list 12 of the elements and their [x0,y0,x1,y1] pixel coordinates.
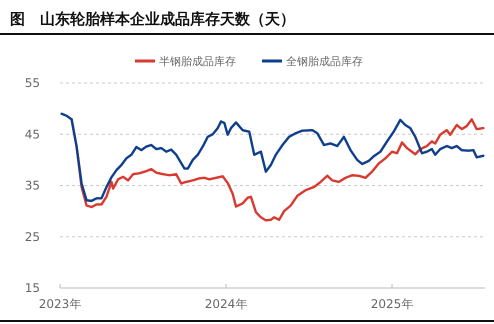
y-tick-label: 15 [24,281,40,295]
x-tick-label: 2024年 [204,297,248,311]
chart-title: 图 山东轮胎样本企业成品库存天数（天） [10,10,295,28]
y-tick-label: 45 [24,127,40,142]
legend-label: 半钢胎成品库存 [159,55,236,68]
y-tick-label: 55 [24,76,40,90]
x-tick-label: 2023年 [38,297,82,311]
line-series [60,112,485,202]
y-tick-label: 25 [24,230,40,244]
x-tick-label: 2025年 [370,297,414,311]
legend-label: 全钢胎成品库存 [286,55,363,68]
y-tick-label: 35 [24,178,40,192]
